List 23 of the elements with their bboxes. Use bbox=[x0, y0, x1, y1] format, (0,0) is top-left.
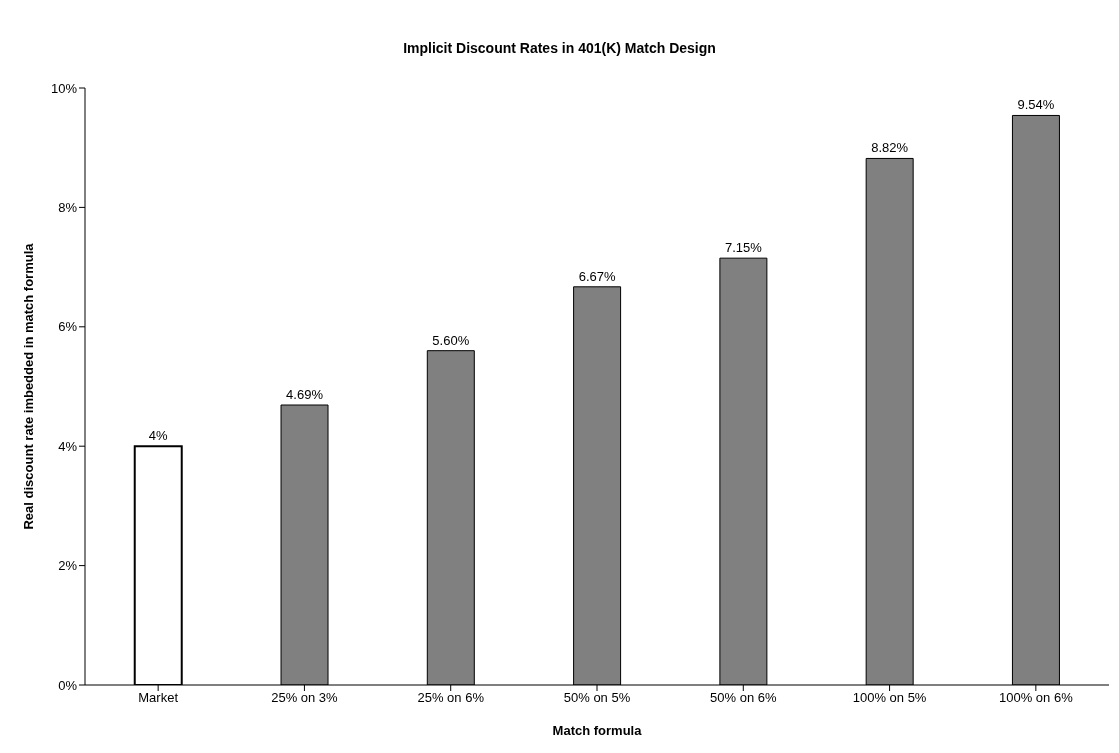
y-tick-label: 10% bbox=[50, 80, 78, 96]
y-tick-label: 2% bbox=[58, 558, 78, 574]
data-label: 9.54% bbox=[1017, 97, 1055, 113]
x-tick-label: 50% on 6% bbox=[710, 690, 777, 706]
x-axis-title: Match formula bbox=[552, 723, 643, 738]
x-tick-label: 100% on 6% bbox=[998, 690, 1074, 706]
y-axis-title: Real discount rate imbedded in match formula bbox=[20, 242, 36, 530]
data-label: 6.67% bbox=[578, 268, 616, 284]
x-tick-label: Market bbox=[138, 690, 179, 706]
x-tick-label: 25% on 3% bbox=[271, 690, 339, 706]
data-label: 7.15% bbox=[724, 240, 763, 256]
y-tick-label: 0% bbox=[58, 677, 78, 693]
y-tick-label: 4% bbox=[58, 438, 78, 454]
x-tick-label: 50% on 5% bbox=[563, 690, 631, 706]
data-label: 8.82% bbox=[871, 140, 909, 156]
data-label: 5.60% bbox=[432, 332, 470, 348]
data-label: 4% bbox=[148, 428, 169, 444]
data-label: 4.69% bbox=[286, 387, 324, 403]
y-tick-label: 6% bbox=[58, 319, 78, 335]
chart-title: Implicit Discount Rates in 401(K) Match Design bbox=[402, 40, 717, 56]
x-tick-label: 100% on 5% bbox=[852, 690, 927, 706]
y-tick-label: 8% bbox=[58, 200, 78, 216]
x-tick-label: 25% on 6% bbox=[417, 690, 485, 706]
